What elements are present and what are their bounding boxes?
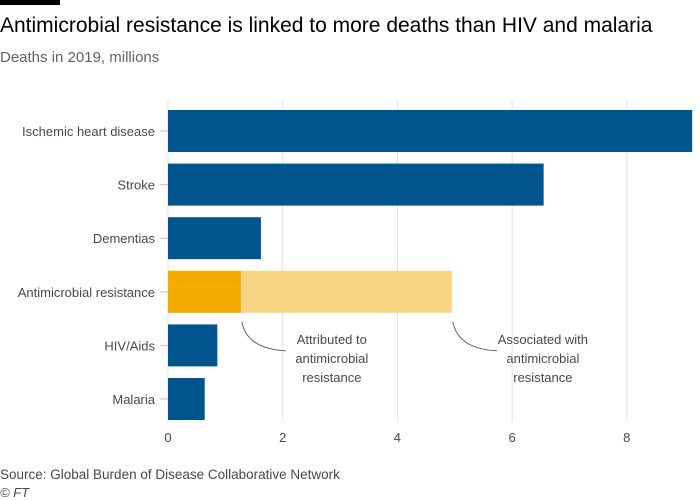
bar (168, 378, 205, 420)
credit: © FT (0, 485, 30, 500)
y-tick-label: HIV/Aids (104, 338, 155, 353)
x-tick-label: 8 (623, 430, 630, 445)
chart-title: Antimicrobial resistance is linked to mo… (0, 14, 653, 37)
annotation-text: resistance (302, 370, 361, 385)
x-tick-label: 4 (394, 430, 401, 445)
annotation-text: antimicrobial (295, 351, 368, 366)
bar (168, 110, 693, 152)
annotation-text: antimicrobial (506, 351, 579, 366)
annotation-text: resistance (513, 370, 572, 385)
x-tick-label: 2 (279, 430, 286, 445)
x-tick-label: 6 (508, 430, 515, 445)
annotation-leader (241, 321, 286, 352)
chart-subtitle: Deaths in 2019, millions (0, 49, 160, 66)
y-tick-label: Malaria (112, 392, 155, 407)
annotation-text: Associated with (498, 332, 588, 347)
ft-top-bar (0, 0, 60, 5)
annotation-leader (452, 321, 497, 352)
source-note: Source: Global Burden of Disease Collabo… (0, 467, 340, 482)
y-tick-label: Stroke (117, 178, 155, 193)
x-tick-label: 0 (164, 430, 171, 445)
bar (168, 324, 218, 367)
y-tick-label: Ischemic heart disease (22, 124, 155, 139)
y-tick-label: Dementias (93, 231, 156, 246)
y-tick-label: Antimicrobial resistance (18, 285, 155, 300)
bar (168, 163, 544, 206)
bar (168, 217, 261, 260)
annotation-text: Attributed to (297, 332, 367, 347)
bar-amr-attributed (168, 270, 241, 313)
